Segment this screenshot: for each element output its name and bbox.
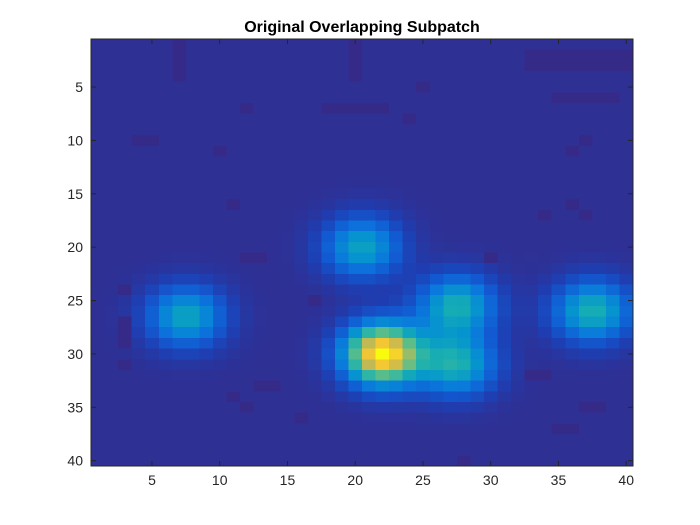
- y-tick-label: 15: [67, 186, 83, 202]
- y-tick-label: 20: [67, 239, 83, 255]
- chart-title: Original Overlapping Subpatch: [244, 19, 480, 36]
- y-tick-label: 25: [67, 293, 83, 309]
- x-tick-label: 30: [483, 472, 499, 488]
- y-tick-label: 30: [67, 346, 83, 362]
- x-tick-label: 40: [618, 472, 634, 488]
- x-tick-label: 5: [148, 472, 156, 488]
- y-tick-label: 5: [75, 79, 83, 95]
- plot-frame: [90, 38, 634, 467]
- y-tick-label: 40: [67, 453, 83, 469]
- x-tick-label: 25: [415, 472, 431, 488]
- x-tick-label: 35: [551, 472, 567, 488]
- x-tick-label: 10: [212, 472, 228, 488]
- y-tick-label: 35: [67, 399, 83, 415]
- x-tick-label: 15: [280, 472, 296, 488]
- y-tick-label: 10: [67, 132, 83, 148]
- x-tick-label: 20: [347, 472, 363, 488]
- x-axis: 5 10 15 20 25 30 35 40: [148, 39, 634, 488]
- y-axis: 5 10 15 20 25 30 35 40: [67, 79, 633, 469]
- heatmap-image: [91, 39, 633, 466]
